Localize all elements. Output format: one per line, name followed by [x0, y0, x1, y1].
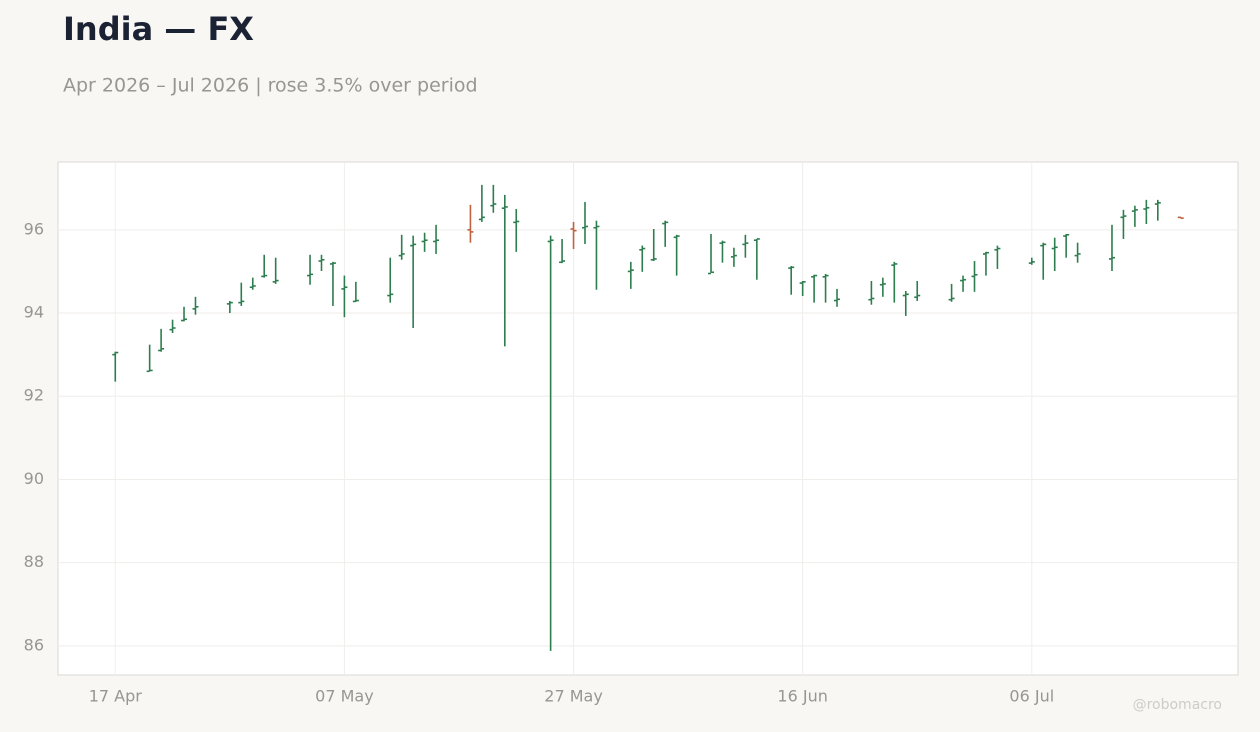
ohlc-bar — [708, 233, 715, 275]
ohlc-bar — [169, 319, 176, 333]
ohlc-bar — [891, 261, 898, 303]
ohlc-bar — [158, 328, 165, 352]
x-tick-label: 06 Jul — [1009, 687, 1054, 706]
ohlc-bar — [238, 282, 245, 306]
ohlc-bar — [730, 247, 737, 267]
ohlc-bar — [1131, 205, 1138, 227]
ohlc-bar — [673, 234, 680, 276]
ohlc-bar — [398, 234, 405, 260]
ohlc-bar — [1063, 233, 1070, 258]
ohlc-bar — [387, 257, 394, 303]
ohlc-bar — [593, 220, 600, 290]
ohlc-bar — [639, 245, 646, 272]
ohlc-bar — [226, 300, 233, 314]
grid — [58, 162, 1238, 675]
ohlc-bar — [1074, 242, 1081, 263]
ohlc-bar — [112, 351, 119, 382]
ohlc-bar — [811, 274, 818, 303]
ohlc-bar — [433, 224, 440, 254]
plot-area — [57, 161, 1239, 676]
ohlc-bar — [1028, 257, 1035, 265]
ohlc-bar — [352, 281, 359, 303]
ohlc-bar — [822, 273, 829, 303]
ohlc-bar — [650, 228, 657, 262]
y-tick-label: 96 — [24, 219, 44, 238]
ohlc-bar — [478, 184, 485, 222]
y-tick-label: 92 — [24, 386, 44, 405]
x-tick-label: 07 May — [315, 687, 374, 706]
ohlc-bar — [914, 280, 921, 301]
ohlc-bar — [719, 240, 726, 263]
ohlc-bar — [249, 277, 256, 290]
ohlc-bar — [788, 266, 795, 295]
ohlc-bar — [948, 283, 955, 302]
ohlc-bar — [902, 290, 909, 316]
ohlc-bar — [513, 209, 520, 252]
ohlc-bar — [410, 235, 417, 329]
chart-subtitle: Apr 2026 – Jul 2026 | rose 3.5% over per… — [63, 75, 478, 97]
ohlc-bar — [570, 221, 577, 249]
ohlc-bar — [581, 201, 588, 244]
ohlc-bar — [272, 257, 279, 284]
ohlc-bar — [971, 261, 978, 292]
ohlc-bar — [1120, 209, 1127, 239]
ohlc-bar — [799, 280, 806, 296]
ohlc-bar — [341, 275, 348, 318]
ohlc-bar — [982, 251, 989, 276]
ohlc-bar — [662, 220, 669, 247]
ohlc-bar — [181, 306, 188, 322]
ohlc-bar — [753, 238, 760, 280]
chart-title: India — FX — [63, 10, 254, 48]
x-tick-label: 16 Jun — [777, 687, 827, 706]
ohlc-bar — [547, 235, 554, 651]
ohlc-bar — [1108, 224, 1115, 272]
ohlc-bar — [559, 238, 566, 264]
ohlc-bar — [307, 254, 314, 285]
ohlc-bar — [1143, 199, 1150, 224]
x-tick-label: 27 May — [544, 687, 603, 706]
ohlc-bar — [329, 261, 336, 306]
ohlc-bar — [421, 232, 428, 252]
ohlc-bar — [742, 234, 749, 258]
ohlc-bar — [627, 261, 634, 289]
marks — [112, 184, 1184, 651]
ohlc-bar — [994, 245, 1001, 269]
watermark: @robomacro — [1133, 697, 1222, 713]
x-tick-label: 17 Apr — [89, 687, 143, 706]
ohlc-bar — [879, 277, 886, 297]
y-tick-label: 88 — [24, 552, 44, 571]
y-tick-label: 86 — [24, 635, 44, 654]
ohlc-bar — [960, 275, 967, 292]
ohlc-bar — [1040, 242, 1047, 280]
ohlc-bar — [146, 344, 153, 373]
ohlc-bar — [1051, 237, 1058, 272]
ohlc-bar — [868, 280, 875, 305]
ohlc-bar — [490, 184, 497, 213]
ohlc-bar — [834, 288, 841, 307]
y-tick-label: 94 — [24, 303, 44, 322]
ohlc-bar — [261, 254, 268, 278]
ohlc-bar — [467, 204, 474, 243]
ohlc-bar — [318, 254, 325, 272]
y-tick-label: 90 — [24, 469, 44, 488]
ohlc-bar — [501, 194, 508, 347]
ohlc-bar — [1177, 216, 1184, 219]
ohlc-bar — [192, 296, 199, 315]
ohlc-bar — [1154, 199, 1161, 221]
